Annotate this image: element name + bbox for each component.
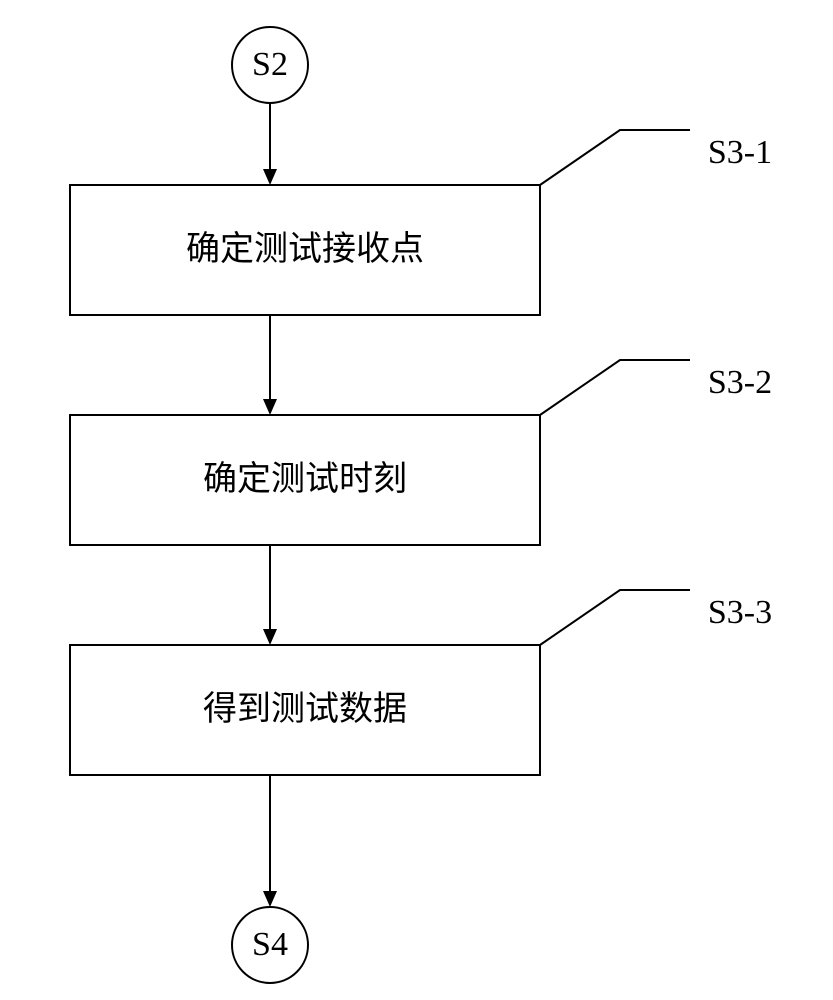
callout-line-1: [540, 130, 690, 185]
process-box-2: 确定测试时刻: [70, 415, 540, 545]
end-connector: S4: [232, 907, 308, 983]
callout-label-2: S3-2: [708, 364, 772, 401]
start-connector: S2: [232, 27, 308, 103]
svg-text:确定测试接收点: 确定测试接收点: [186, 230, 424, 268]
process-box-1: 确定测试接收点: [70, 185, 540, 315]
arrow-3: [263, 545, 277, 645]
callout-line-3: [540, 590, 690, 645]
callout-line-2: [540, 360, 690, 415]
svg-text:确定测试时刻: 确定测试时刻: [203, 460, 407, 498]
arrow-4: [263, 775, 277, 907]
arrow-2: [263, 315, 277, 415]
callout-label-3: S3-3: [708, 594, 772, 631]
svg-text:S4: S4: [252, 926, 288, 963]
flowchart-diagram: S2 确定测试接收点 S3-1 确定测试时刻 S3-2 得到测试数据 S3-3 S4: [0, 0, 833, 1000]
callout-label-1: S3-1: [708, 134, 772, 171]
svg-text:S2: S2: [252, 46, 288, 83]
arrow-1: [263, 103, 277, 185]
svg-text:得到测试数据: 得到测试数据: [203, 690, 407, 728]
process-box-3: 得到测试数据: [70, 645, 540, 775]
